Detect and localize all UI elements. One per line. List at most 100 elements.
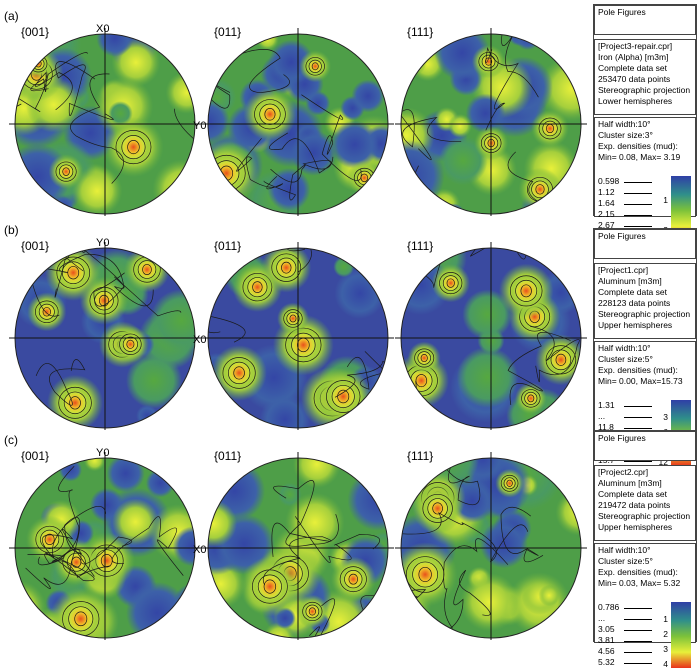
legend-density-line: Cluster size:5°	[598, 354, 653, 364]
color-bar-tick: 4	[663, 658, 668, 669]
legend-title: Pole Figures	[594, 229, 696, 259]
legend-density: Half width:10° Cluster size:5° Exp. densit…	[594, 543, 696, 669]
contour-line	[127, 140, 140, 155]
scale-row: ...	[598, 613, 668, 624]
pole-label: {001}	[21, 25, 49, 39]
pole-figure-0-2: {111}	[395, 25, 587, 216]
contour-line	[119, 333, 142, 355]
contour-line	[276, 257, 297, 278]
density-region	[538, 55, 581, 122]
legend-density-line: Exp. densities (mud):	[598, 365, 678, 375]
density-region	[292, 458, 341, 489]
axis-top-label: X0	[96, 23, 109, 35]
density-region	[83, 458, 106, 472]
legend-info-line: 253470 data points	[598, 74, 671, 84]
legend-panel: Pole Figures [Project1.cpr] Aluminum [m3m]…	[593, 228, 697, 467]
contour-line	[485, 47, 519, 131]
contour-line	[506, 479, 513, 487]
contour-line	[427, 498, 448, 519]
contour-line	[37, 536, 133, 566]
scale-row: 0.598	[598, 176, 668, 187]
contour-line	[208, 60, 231, 109]
contour-line	[69, 396, 81, 410]
contour-line	[432, 502, 443, 515]
contour-line	[305, 604, 320, 619]
pole-figure-1-0: {001} Y0	[9, 237, 201, 430]
contour-line	[443, 538, 509, 629]
density-region	[514, 34, 542, 51]
contour-line	[422, 493, 453, 523]
legend-title-line: Pole Figures	[598, 433, 646, 443]
contour-line	[70, 73, 124, 184]
contour-line	[174, 108, 195, 196]
contour-line	[35, 300, 59, 324]
contour-line	[542, 120, 558, 137]
contour-line	[339, 566, 367, 593]
density-region	[152, 159, 195, 214]
legend-info-line: Upper hemispheres	[598, 522, 673, 532]
contour-line	[552, 34, 581, 62]
contour-line	[137, 260, 157, 279]
contour-line	[344, 570, 363, 589]
legend-info: [Project3-repair.cpr] Iron (Alpha) [m3m] C…	[594, 39, 696, 115]
density-region	[145, 468, 175, 498]
contour-line	[42, 307, 51, 317]
density-region	[460, 572, 519, 632]
density-region	[165, 71, 195, 114]
legend-title: Pole Figures	[594, 5, 696, 35]
legend-density-line: Half width:10°	[598, 119, 651, 129]
color-bar	[671, 176, 691, 242]
contour-line	[257, 574, 282, 599]
contour-line	[530, 325, 580, 383]
legend-title-line: Pole Figures	[598, 7, 646, 17]
scale-row: 11.8	[598, 422, 668, 433]
contour-line	[311, 62, 319, 71]
contour-line	[227, 361, 251, 385]
contour-line	[348, 573, 359, 585]
contour-line	[507, 332, 571, 406]
contour-line	[63, 391, 87, 415]
scale-row: 3.81	[598, 635, 668, 646]
density-region	[208, 460, 266, 522]
scale-row: 3.05	[598, 624, 668, 635]
density-region	[553, 34, 581, 53]
contour-line	[68, 606, 94, 632]
density-region	[208, 472, 223, 502]
contour-line	[500, 474, 519, 492]
legend-info-line: Lower hemispheres	[598, 96, 673, 106]
scale-row: 1.64	[598, 198, 668, 209]
contour-line	[524, 391, 538, 405]
color-bar	[671, 602, 691, 668]
contour-line	[478, 51, 499, 72]
pole-label: {111}	[407, 25, 433, 39]
contour-line	[247, 248, 312, 273]
contour-line	[281, 261, 292, 274]
legend-density-line: Exp. densities (mud):	[598, 567, 678, 577]
contour-line	[334, 351, 388, 398]
legend-info-line: Upper hemispheres	[598, 320, 673, 330]
contour-line	[346, 356, 388, 419]
legend-info-line: Aluminum [m3m]	[598, 478, 662, 488]
contour-line	[509, 275, 543, 307]
legend-density-line: Min= 0.08, Max= 3.19	[598, 152, 681, 162]
contour-line	[15, 52, 88, 112]
density-region	[538, 584, 560, 607]
contour-line	[503, 477, 516, 490]
contour-line	[269, 132, 334, 174]
legend-info-line: Stereographic projection	[598, 511, 691, 521]
legend-info-line: Aluminum [m3m]	[598, 276, 662, 286]
contour-line	[44, 552, 111, 582]
density-region	[259, 394, 311, 428]
legend-info-line: 228123 data points	[598, 298, 671, 308]
legend-info-line: [Project2.cpr]	[598, 467, 649, 477]
contour-line	[437, 569, 491, 635]
pole-label: {001}	[21, 449, 49, 463]
contour-line	[515, 279, 538, 302]
legend-density: Half width:10° Cluster size:5° Exp. densit…	[594, 341, 696, 467]
scale-row: 5.32	[598, 657, 668, 668]
color-bar-tick: 3	[663, 643, 668, 654]
contour-line	[417, 351, 431, 365]
axis-side-label: X0	[193, 334, 206, 346]
contour-line	[252, 281, 263, 293]
contour-line	[89, 286, 119, 315]
